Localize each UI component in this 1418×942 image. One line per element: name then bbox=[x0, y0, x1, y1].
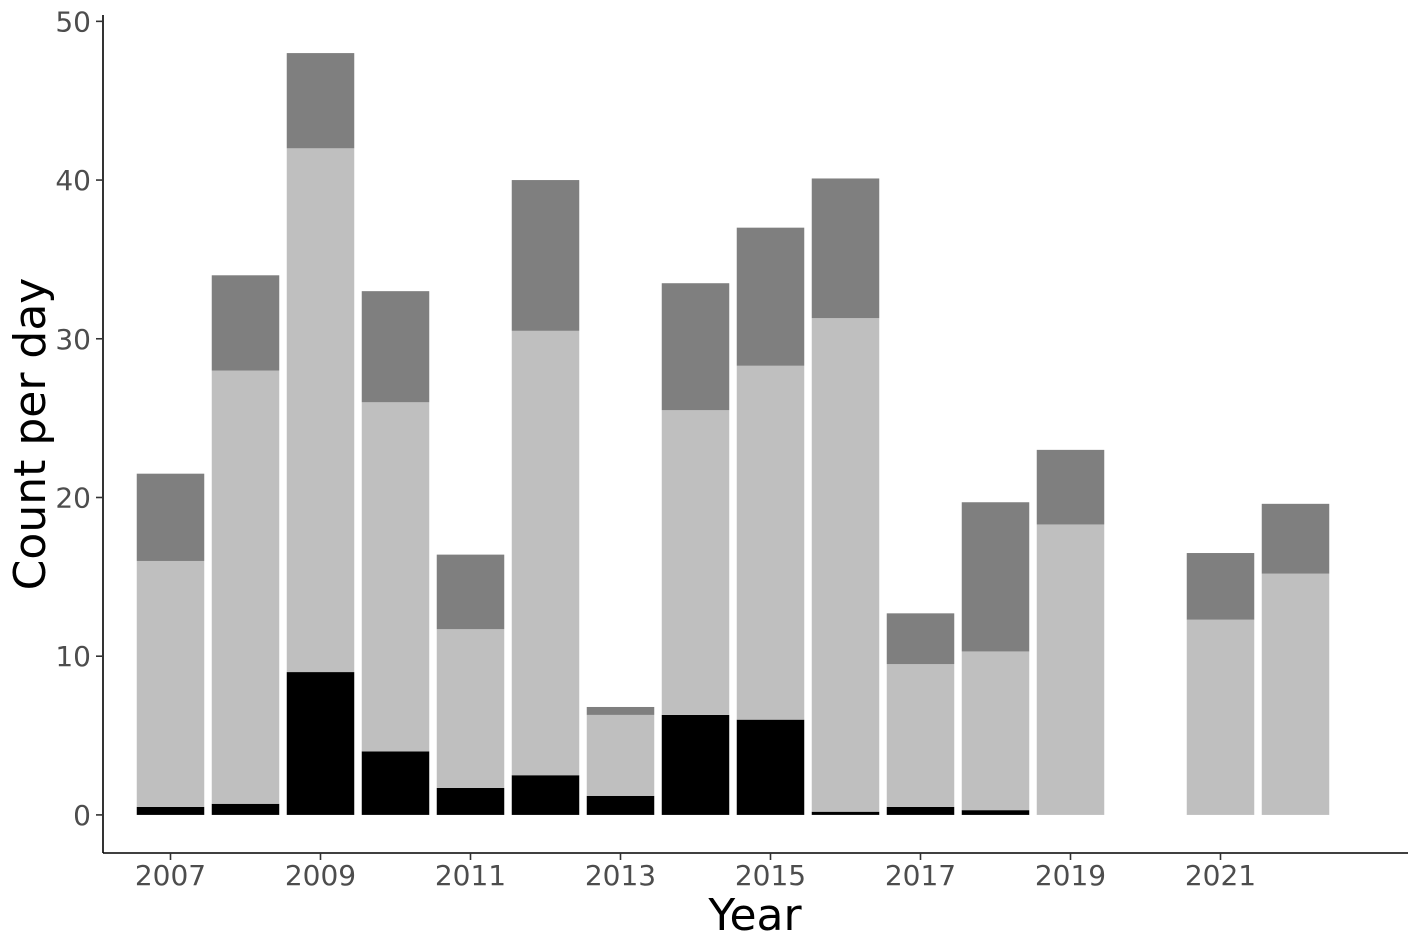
bar-segment bbox=[1186, 553, 1255, 620]
bar-segment bbox=[586, 795, 655, 815]
bar-segment bbox=[1261, 503, 1330, 574]
x-tick-label: 2017 bbox=[885, 859, 956, 892]
x-tick-label: 2009 bbox=[285, 859, 356, 892]
bar-segment bbox=[511, 180, 580, 331]
bar-segment bbox=[661, 283, 730, 411]
y-tick-label: 30 bbox=[55, 323, 91, 356]
bar-segment bbox=[961, 810, 1030, 815]
x-tick-label: 2015 bbox=[735, 859, 806, 892]
bar-segment bbox=[811, 178, 880, 319]
bar-segment bbox=[736, 227, 805, 366]
bar-segment bbox=[886, 806, 955, 815]
bar-segment bbox=[586, 714, 655, 796]
x-tick-label: 2007 bbox=[135, 859, 206, 892]
x-tick-label: 2021 bbox=[1185, 859, 1256, 892]
bar-segment bbox=[886, 664, 955, 807]
bar-segment bbox=[736, 365, 805, 720]
y-tick-label: 40 bbox=[55, 164, 91, 197]
x-axis-title: Year bbox=[707, 890, 802, 941]
bar-segment bbox=[811, 318, 880, 812]
y-ticks-group: 0 10 20 30 40 50 bbox=[55, 5, 103, 832]
y-axis-title: Count per day bbox=[5, 278, 56, 591]
x-tick-label: 2011 bbox=[435, 859, 506, 892]
bar-segment bbox=[211, 275, 280, 371]
y-tick-label: 10 bbox=[55, 640, 91, 673]
bar-segment bbox=[961, 651, 1030, 811]
bar-segment bbox=[361, 402, 430, 752]
bar-segment bbox=[436, 629, 505, 788]
x-tick-label: 2013 bbox=[585, 859, 656, 892]
bar-segment bbox=[511, 330, 580, 776]
y-tick-label: 0 bbox=[73, 799, 91, 832]
bar-segment bbox=[136, 560, 205, 807]
bar-segment bbox=[886, 613, 955, 665]
bar-segment bbox=[136, 806, 205, 815]
y-tick-label: 50 bbox=[55, 5, 91, 38]
bar-segment bbox=[1036, 449, 1105, 525]
bar-segment bbox=[736, 719, 805, 815]
y-tick-label: 20 bbox=[55, 481, 91, 514]
bar-segment bbox=[286, 53, 355, 149]
bar-segment bbox=[286, 148, 355, 673]
x-ticks-group: 2007 2009 2011 2013 2015 2017 2019 2021 bbox=[135, 853, 1256, 892]
bar-segment bbox=[811, 811, 880, 815]
bar-segment bbox=[961, 502, 1030, 652]
bar-segment bbox=[436, 554, 505, 630]
x-tick-label: 2019 bbox=[1035, 859, 1106, 892]
bar-segment bbox=[1261, 573, 1330, 815]
bar-segment bbox=[286, 672, 355, 815]
bar-segment bbox=[661, 410, 730, 715]
bar-segment bbox=[211, 370, 280, 804]
bar-segment bbox=[211, 803, 280, 815]
bar-segment bbox=[361, 291, 430, 403]
bar-segment bbox=[436, 787, 505, 815]
bar-segment bbox=[661, 714, 730, 815]
bars-group bbox=[136, 53, 1330, 815]
bar-segment bbox=[1036, 524, 1105, 815]
bar-segment bbox=[511, 775, 580, 815]
bar-segment bbox=[1186, 619, 1255, 815]
bar-segment bbox=[361, 751, 430, 815]
bar-segment bbox=[586, 706, 655, 715]
bar-segment bbox=[136, 473, 205, 561]
